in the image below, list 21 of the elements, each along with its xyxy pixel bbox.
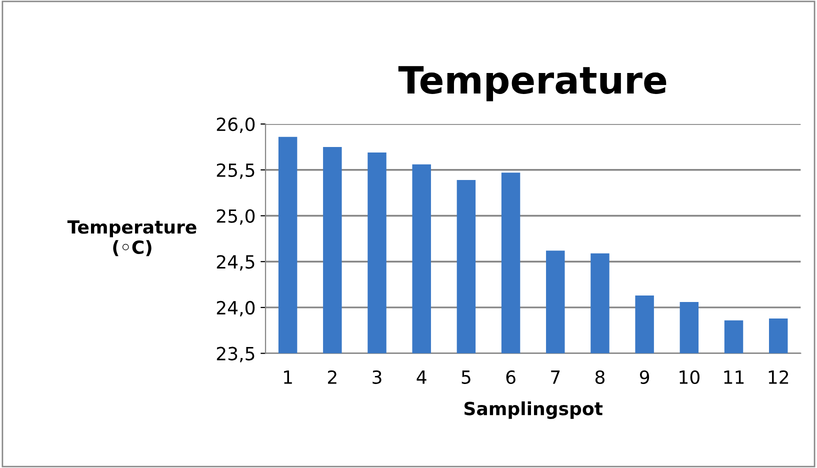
x-tick-label: 12 <box>768 370 788 384</box>
chart-title: Temperature <box>398 66 666 102</box>
x-tick-label: 1 <box>284 370 292 384</box>
y-tick-label: 24,5 <box>216 255 254 271</box>
y-tick-label: 23,5 <box>216 346 254 362</box>
y-tick-label: 25,5 <box>216 163 254 179</box>
y-tick-label: 24,0 <box>216 300 255 316</box>
x-tick-label: 8 <box>595 370 604 384</box>
x-tick-label: 10 <box>680 370 700 384</box>
x-axis-title: Samplingspot <box>464 401 603 419</box>
x-tick-label: 6 <box>506 370 516 384</box>
x-tick-label: 4 <box>416 370 426 384</box>
x-tick-label: 9 <box>640 370 650 384</box>
x-tick-label: 5 <box>462 370 470 384</box>
y-axis-title: Temperature (◦C) <box>67 220 196 256</box>
x-tick-label: 3 <box>372 370 382 384</box>
x-tick-label: 7 <box>551 370 560 384</box>
y-tick-label: 25,0 <box>216 209 255 225</box>
x-tick-label: 2 <box>328 370 336 384</box>
y-tick-label: 26,0 <box>216 117 255 133</box>
x-tick-label: 11 <box>724 370 744 384</box>
